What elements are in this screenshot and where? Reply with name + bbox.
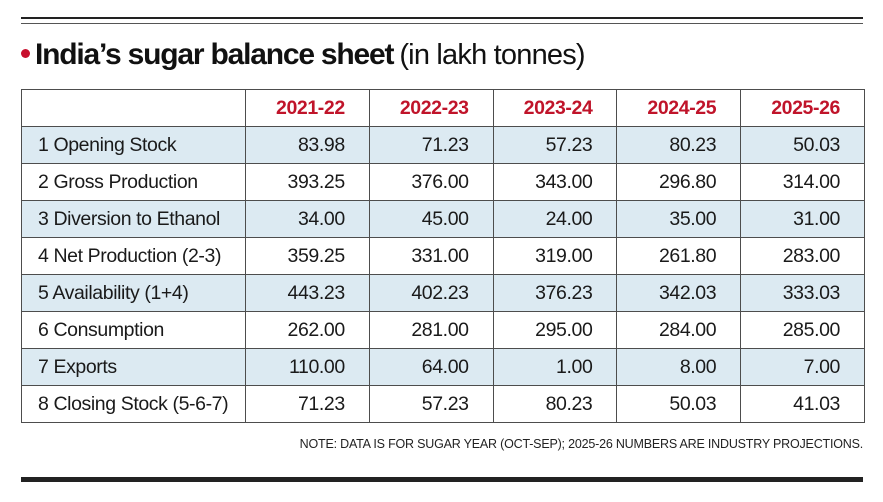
table-row: 6 Consumption 262.00 281.00 295.00 284.0…	[21, 311, 865, 349]
table-cell: 295.00	[492, 311, 618, 349]
chart-title: India’s sugar balance sheet	[35, 38, 395, 71]
table-cell: 50.03	[616, 385, 742, 423]
table-cell: 50.03	[740, 126, 865, 164]
column-header: 2022-23	[368, 89, 494, 127]
column-header: 2021-22	[245, 89, 370, 127]
table-cell: 281.00	[368, 311, 494, 349]
sugar-balance-table: 2021-22 2022-23 2023-24 2024-25 2025-26 …	[21, 89, 865, 423]
table-cell: 261.80	[616, 237, 742, 275]
table-row: 2 Gross Production 393.25 376.00 343.00 …	[21, 163, 865, 201]
table-cell: 319.00	[492, 237, 618, 275]
bottom-rule	[21, 477, 863, 482]
table-cell: 64.00	[368, 348, 494, 386]
top-rule-thin	[21, 23, 863, 24]
table-cell: 83.98	[245, 126, 370, 164]
header-row: 2021-22 2022-23 2023-24 2024-25 2025-26	[21, 89, 865, 127]
column-header: 2023-24	[492, 89, 618, 127]
table-cell: 45.00	[368, 200, 494, 238]
row-label: 4 Net Production (2-3)	[21, 237, 246, 275]
table-cell: 343.00	[492, 163, 618, 201]
table-cell: 1.00	[492, 348, 618, 386]
table-cell: 80.23	[492, 385, 618, 423]
table-cell: 376.23	[492, 274, 618, 312]
table-cell: 296.80	[616, 163, 742, 201]
title-row: India’s sugar balance sheet (in lakh ton…	[21, 38, 586, 78]
table-cell: 41.03	[740, 385, 865, 423]
table-cell: 359.25	[245, 237, 370, 275]
table-cell: 8.00	[616, 348, 742, 386]
table-cell: 57.23	[492, 126, 618, 164]
table-cell: 262.00	[245, 311, 370, 349]
row-label: 5 Availability (1+4)	[21, 274, 246, 312]
row-label: 6 Consumption	[21, 311, 246, 349]
top-rule	[21, 17, 863, 19]
table-row: 4 Net Production (2-3) 359.25 331.00 319…	[21, 237, 865, 275]
footnote: NOTE: DATA IS FOR SUGAR YEAR (OCT-SEP); …	[299, 437, 864, 451]
column-header: 2025-26	[740, 89, 865, 127]
table-cell: 284.00	[616, 311, 742, 349]
table-cell: 283.00	[740, 237, 865, 275]
row-label: 2 Gross Production	[21, 163, 246, 201]
table-cell: 110.00	[245, 348, 370, 386]
table-cell: 285.00	[740, 311, 865, 349]
table-cell: 35.00	[616, 200, 742, 238]
table-cell: 31.00	[740, 200, 865, 238]
table-row: 1 Opening Stock 83.98 71.23 57.23 80.23 …	[21, 126, 865, 164]
row-label: 8 Closing Stock (5-6-7)	[21, 385, 246, 423]
table-row: 7 Exports 110.00 64.00 1.00 8.00 7.00	[21, 348, 865, 386]
header-corner	[21, 89, 246, 127]
table-cell: 57.23	[368, 385, 494, 423]
table-cell: 314.00	[740, 163, 865, 201]
table-cell: 34.00	[245, 200, 370, 238]
column-header: 2024-25	[616, 89, 742, 127]
row-label: 3 Diversion to Ethanol	[21, 200, 246, 238]
table-cell: 71.23	[368, 126, 494, 164]
table-cell: 331.00	[368, 237, 494, 275]
table-cell: 333.03	[740, 274, 865, 312]
table-cell: 376.00	[368, 163, 494, 201]
table-cell: 342.03	[616, 274, 742, 312]
table-cell: 71.23	[245, 385, 370, 423]
table-cell: 402.23	[368, 274, 494, 312]
table-row: 5 Availability (1+4) 443.23 402.23 376.2…	[21, 274, 865, 312]
table-cell: 7.00	[740, 348, 865, 386]
table-row: 8 Closing Stock (5-6-7) 71.23 57.23 80.2…	[21, 385, 865, 423]
chart-subtitle: (in lakh tonnes)	[399, 39, 585, 71]
table-cell: 443.23	[245, 274, 370, 312]
row-label: 1 Opening Stock	[21, 126, 246, 164]
row-label: 7 Exports	[21, 348, 246, 386]
table-cell: 80.23	[616, 126, 742, 164]
table-cell: 393.25	[245, 163, 370, 201]
title-bullet-icon	[21, 49, 30, 58]
table-row: 3 Diversion to Ethanol 34.00 45.00 24.00…	[21, 200, 865, 238]
table-cell: 24.00	[492, 200, 618, 238]
